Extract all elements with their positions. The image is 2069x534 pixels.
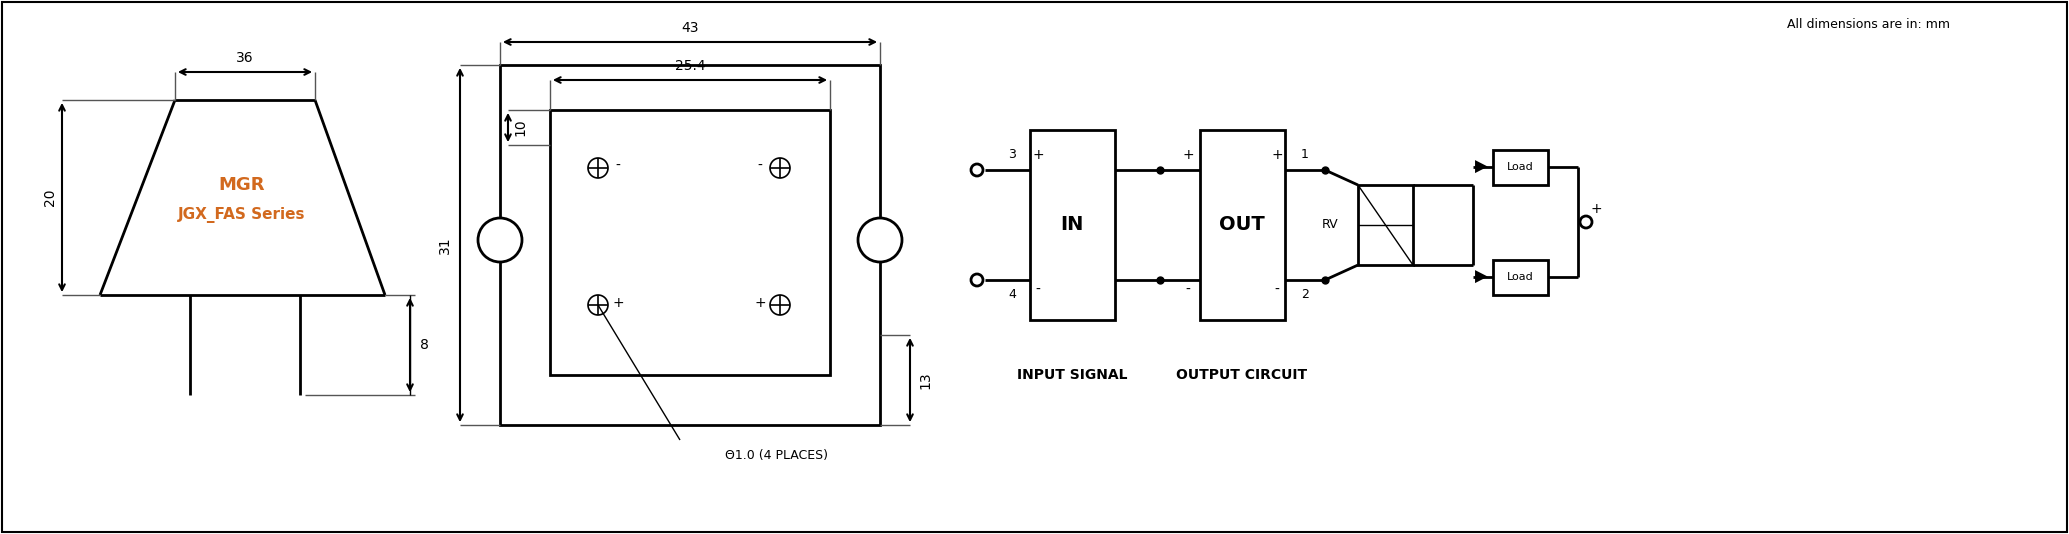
Text: 13: 13	[919, 371, 931, 389]
Text: 31: 31	[439, 236, 451, 254]
Text: OUT: OUT	[1219, 216, 1264, 234]
Bar	[501, 65, 879, 425]
Text: 10: 10	[513, 118, 528, 136]
Text: +: +	[1591, 202, 1601, 216]
Bar	[1494, 150, 1548, 185]
Text: 36: 36	[236, 51, 254, 65]
Text: 2: 2	[1301, 287, 1310, 301]
Circle shape	[1581, 216, 1591, 228]
Text: 20: 20	[43, 189, 58, 206]
Text: All dimensions are in: mm: All dimensions are in: mm	[1788, 19, 1949, 32]
Bar	[1494, 260, 1548, 295]
Text: Θ1.0 (4 PLACES): Θ1.0 (4 PLACES)	[724, 449, 828, 461]
Text: 3: 3	[1008, 148, 1016, 161]
Text: 8: 8	[420, 338, 428, 352]
Text: OUTPUT CIRCUIT: OUTPUT CIRCUIT	[1177, 368, 1308, 382]
Text: INPUT SIGNAL: INPUT SIGNAL	[1016, 368, 1128, 382]
Bar	[550, 110, 830, 375]
Text: +: +	[1032, 148, 1045, 162]
Circle shape	[859, 218, 902, 262]
Text: 25.4: 25.4	[674, 59, 706, 73]
Bar	[1357, 185, 1413, 265]
Circle shape	[478, 218, 521, 262]
Bar	[1030, 130, 1115, 320]
Text: MGR: MGR	[219, 176, 265, 194]
Text: Load: Load	[1506, 162, 1533, 172]
Text: RV: RV	[1322, 218, 1339, 232]
Text: +: +	[1181, 148, 1194, 162]
Circle shape	[770, 295, 790, 315]
Text: +: +	[755, 296, 766, 310]
Text: IN: IN	[1059, 216, 1084, 234]
Text: 1: 1	[1301, 148, 1310, 161]
Text: Load: Load	[1506, 272, 1533, 282]
Circle shape	[588, 158, 608, 178]
Bar	[1200, 130, 1285, 320]
Text: -: -	[757, 159, 763, 173]
Text: ▶: ▶	[1475, 158, 1488, 176]
Text: -: -	[1275, 283, 1279, 297]
Text: -: -	[1037, 283, 1041, 297]
Text: JGX_FAS Series: JGX_FAS Series	[178, 207, 306, 223]
Circle shape	[970, 274, 983, 286]
Text: ▶: ▶	[1475, 268, 1488, 286]
Circle shape	[770, 158, 790, 178]
Text: 43: 43	[681, 21, 699, 35]
Text: -: -	[1186, 283, 1190, 297]
Text: +: +	[1270, 148, 1283, 162]
Text: +: +	[612, 296, 625, 310]
Text: -: -	[617, 159, 621, 173]
Circle shape	[970, 164, 983, 176]
Circle shape	[588, 295, 608, 315]
Text: 4: 4	[1008, 287, 1016, 301]
